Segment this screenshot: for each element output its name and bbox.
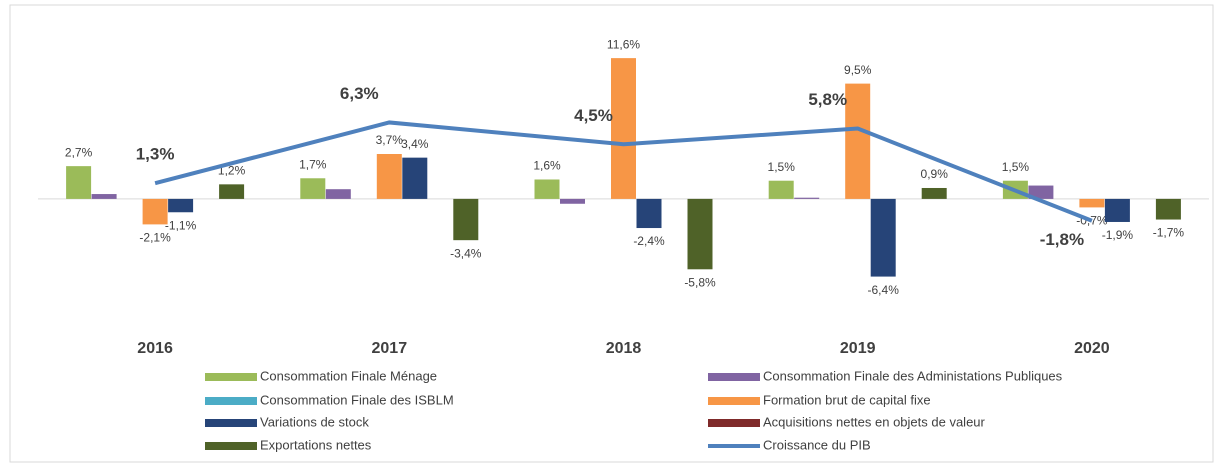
legend-label: Exportations nettes: [260, 437, 372, 452]
bar: [921, 187, 947, 199]
data-label: -3,4%: [450, 246, 482, 260]
data-label: -6,4%: [868, 283, 900, 297]
bar: [142, 198, 168, 225]
legend-label: Consommation Finale Ménage: [260, 368, 437, 383]
line-label: 1,3%: [136, 145, 175, 164]
data-label: 1,5%: [1002, 160, 1030, 174]
legend-swatch: [205, 442, 257, 450]
data-label: -5,8%: [684, 275, 716, 289]
line-label: 6,3%: [340, 84, 379, 103]
legend-label: Consommation Finale des Administations P…: [763, 368, 1063, 383]
x-tick-label: 2016: [137, 340, 173, 357]
legend-swatch: [205, 397, 257, 405]
data-label: 11,6%: [607, 37, 640, 51]
legend-label: Croissance du PIB: [763, 437, 871, 452]
line-label: 5,8%: [808, 90, 847, 109]
data-label: -2,4%: [633, 234, 665, 248]
legend-swatch: [205, 373, 257, 381]
data-label: 2,7%: [65, 145, 93, 159]
bar: [219, 184, 245, 199]
bar: [66, 166, 92, 199]
bar: [402, 157, 428, 199]
bar: [168, 198, 194, 213]
legend-label: Formation brut de capital fixe: [763, 392, 931, 407]
data-label: 3,4%: [401, 137, 429, 151]
bar: [845, 83, 871, 199]
bar: [1104, 198, 1130, 222]
data-label: -1,9%: [1102, 228, 1134, 242]
data-label: 0,9%: [921, 167, 949, 181]
x-tick-label: 2020: [1074, 340, 1110, 357]
bar: [611, 58, 636, 199]
bar: [687, 198, 713, 270]
legend-swatch: [708, 397, 760, 405]
bar: [453, 198, 479, 241]
bar: [1155, 198, 1181, 220]
data-label: 1,7%: [299, 157, 327, 171]
data-label: 9,5%: [844, 63, 872, 77]
legend-swatch: [708, 419, 760, 427]
bar: [560, 198, 585, 204]
line-label: -1,8%: [1040, 230, 1084, 249]
x-tick-label: 2018: [606, 340, 642, 357]
bar: [300, 178, 326, 199]
bar: [534, 179, 560, 199]
data-label: 3,7%: [376, 133, 404, 147]
legend-swatch: [708, 373, 760, 381]
data-label: -1,1%: [165, 218, 197, 232]
line-label: 4,5%: [574, 106, 613, 125]
legend-swatch: [205, 419, 257, 427]
data-label: 1,5%: [768, 160, 796, 174]
bar: [376, 154, 402, 199]
legend-label: Acquisitions nettes en objets de valeur: [763, 414, 986, 429]
line: [154, 120, 1093, 223]
bar: [794, 197, 820, 199]
bar: [768, 180, 794, 199]
data-label: 1,6%: [533, 159, 561, 173]
bar: [1079, 198, 1105, 208]
bar: [325, 189, 351, 199]
legend-label: Variations de stock: [260, 414, 369, 429]
bar: [91, 194, 117, 199]
x-tick-label: 2017: [372, 340, 408, 357]
bar: [1028, 185, 1054, 199]
bar: [870, 198, 896, 277]
bar: [636, 198, 662, 229]
data-label: -2,1%: [139, 231, 171, 245]
x-tick-label: 2019: [840, 340, 876, 357]
data-label: -1,7%: [1153, 226, 1185, 240]
legend-label: Consommation Finale des ISBLM: [260, 392, 454, 407]
